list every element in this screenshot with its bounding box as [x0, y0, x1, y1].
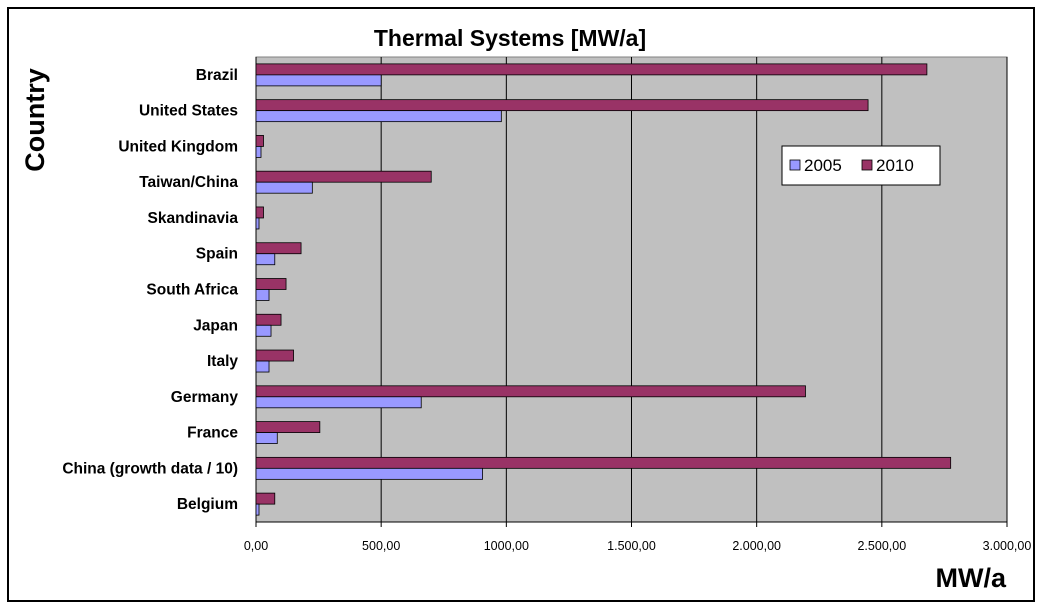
legend: 2005 2010 [781, 145, 941, 186]
category-label: United States [139, 103, 238, 120]
x-tick-label: 500,00 [362, 539, 400, 553]
bar-2005 [255, 253, 276, 266]
x-axis-label: MW/a [936, 563, 1007, 593]
bar-2005 [255, 503, 260, 516]
bar-2010 [255, 492, 276, 505]
category-label: France [187, 425, 238, 442]
bar-2010 [255, 385, 806, 398]
bar-2005 [255, 146, 262, 158]
category-label: Spain [196, 246, 238, 263]
gridlines [255, 57, 1008, 527]
bars [255, 63, 952, 516]
bar-2005 [255, 181, 313, 194]
bar-2005 [255, 289, 270, 301]
category-labels: Belgium China (growth data / 10) France Ger… [62, 67, 238, 513]
bar-2010 [255, 135, 264, 147]
x-tick-labels: 0,00 500,00 1000,00 1.500,00 2.000,00 2.500,0… [244, 539, 1032, 553]
bar-2005 [255, 432, 278, 444]
bar-2010 [255, 63, 928, 76]
bar-2005 [255, 467, 483, 480]
bar-2010 [255, 278, 287, 290]
category-label: Japan [193, 317, 238, 334]
legend-swatch-2005 [789, 159, 801, 171]
category-label: Brazil [196, 67, 238, 84]
legend-box [781, 145, 941, 186]
bar-2010 [255, 206, 264, 219]
bar-2005 [255, 110, 502, 123]
x-tick-label: 2.000,00 [732, 539, 781, 553]
category-label: Italy [207, 353, 238, 370]
bar-2005 [255, 324, 272, 337]
bar-2010 [255, 242, 302, 255]
chart-title: Thermal Systems [MW/a] [374, 25, 646, 51]
legend-label-2010: 2010 [876, 156, 914, 175]
legend-label-2005: 2005 [804, 156, 842, 175]
bar-2005 [255, 396, 422, 409]
x-tick-label: 1.500,00 [607, 539, 656, 553]
x-tick-label: 0,00 [244, 539, 268, 553]
bar-2005 [255, 217, 260, 230]
category-label: United Kingdom [118, 138, 238, 155]
x-tick-label: 2.500,00 [857, 539, 906, 553]
bar-2010 [255, 313, 282, 326]
bar-2005 [255, 360, 270, 373]
bar-2010 [255, 421, 321, 433]
x-tick-label: 1000,00 [484, 539, 529, 553]
bar-2010 [255, 99, 869, 112]
category-label: China (growth data / 10) [62, 460, 238, 477]
category-label: Taiwan/China [139, 174, 238, 191]
legend-swatch-2010 [861, 159, 873, 171]
bar-2010 [255, 456, 952, 469]
category-label: South Africa [146, 282, 238, 299]
bar-2010 [255, 170, 432, 183]
category-label: Germany [171, 389, 239, 406]
y-axis-label: Country [20, 68, 50, 172]
bar-2010 [255, 349, 294, 362]
bar-2005 [255, 74, 382, 87]
x-tick-label: 3.000,00 [983, 539, 1032, 553]
category-label: Skandinavia [148, 210, 239, 227]
category-label: Belgium [177, 496, 238, 513]
